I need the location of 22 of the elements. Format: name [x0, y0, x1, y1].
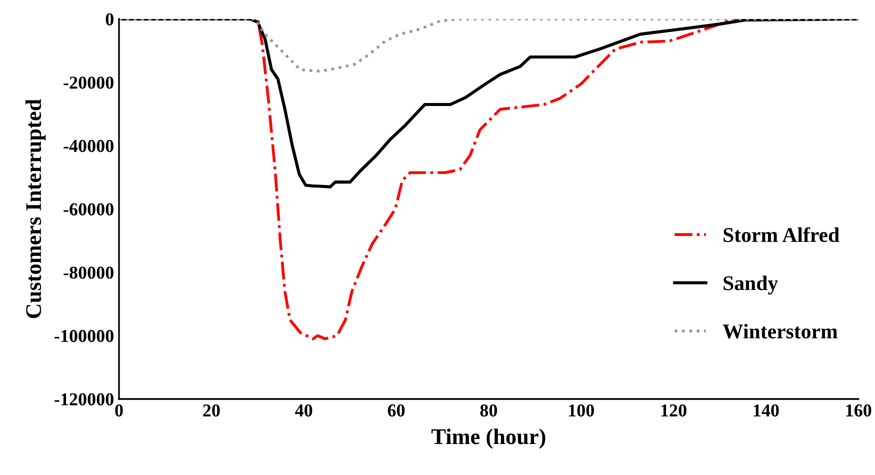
x-tick-label: 120	[661, 404, 686, 417]
x-tick-label: 20	[203, 404, 220, 417]
y-tick-label: -100000	[54, 330, 114, 342]
legend-label: Winterstorm	[722, 324, 838, 339]
y-axis-title: Customers Interrupted	[25, 99, 46, 318]
y-tick-label: -20000	[64, 76, 114, 89]
y-tick-label: -80000	[64, 266, 114, 279]
x-tick-label: 80	[480, 404, 498, 417]
y-tick-label: 0	[106, 13, 114, 26]
x-tick-label: 60	[388, 404, 405, 417]
x-tick-label: 100	[569, 404, 594, 417]
y-tick-label: -60000	[64, 203, 114, 216]
x-tick-label: 40	[295, 404, 312, 417]
x-tick-label: 160	[846, 404, 872, 417]
x-tick-label: 140	[754, 404, 779, 417]
legend-label: Sandy	[724, 276, 778, 295]
y-tick-label: -40000	[64, 140, 114, 152]
line-series	[119, 19, 858, 73]
x-axis-title: Time (hour)	[432, 428, 546, 449]
legend-label: Storm Alfred	[724, 227, 840, 242]
y-tick-label: -120000	[54, 393, 114, 406]
x-tick-label: 0	[115, 404, 123, 417]
